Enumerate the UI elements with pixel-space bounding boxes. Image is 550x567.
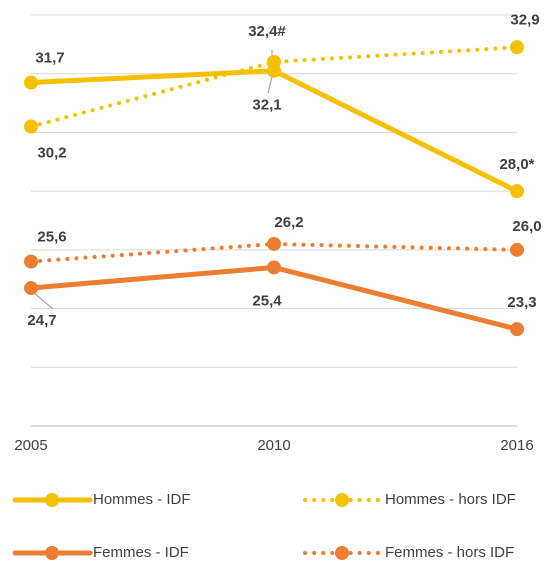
legend-label: Hommes - hors IDF bbox=[385, 491, 516, 508]
legend-label: Hommes - IDF bbox=[93, 491, 191, 508]
data-label: 32,9 bbox=[510, 11, 539, 28]
data-label: 32,1 bbox=[252, 97, 281, 114]
data-label: 30,2 bbox=[37, 145, 66, 162]
legend-item: Hommes - hors IDF bbox=[303, 491, 516, 508]
series-line bbox=[29, 45, 519, 129]
data-label: 31,7 bbox=[35, 49, 64, 66]
x-tick-label: 2010 bbox=[257, 437, 290, 454]
legend-item: Femmes - IDF bbox=[12, 544, 189, 561]
legend-label: Femmes - hors IDF bbox=[385, 544, 514, 561]
data-label: 25,6 bbox=[37, 229, 66, 246]
point bbox=[267, 236, 281, 251]
legend-marker bbox=[335, 493, 349, 507]
point bbox=[24, 281, 38, 296]
point bbox=[510, 184, 524, 199]
point bbox=[24, 119, 38, 134]
leader-line bbox=[32, 291, 54, 310]
data-label: 26,2 bbox=[274, 214, 303, 231]
point bbox=[24, 254, 38, 269]
point bbox=[510, 322, 524, 337]
leader-line bbox=[267, 76, 273, 94]
series-line bbox=[29, 241, 519, 264]
legend-item: Hommes - IDF bbox=[12, 491, 191, 508]
data-label: 28,0* bbox=[499, 156, 534, 173]
data-label: 23,3 bbox=[507, 294, 536, 311]
x-tick-label: 2005 bbox=[14, 437, 47, 454]
legend-marker bbox=[45, 493, 59, 507]
x-tick-label: 2016 bbox=[500, 437, 533, 454]
data-label: 32,4# bbox=[248, 23, 286, 40]
data-label: 24,7 bbox=[27, 312, 56, 329]
legend-marker bbox=[45, 546, 59, 560]
series-line bbox=[28, 68, 520, 194]
point bbox=[24, 75, 38, 90]
point bbox=[510, 242, 524, 257]
point bbox=[267, 54, 281, 69]
data-label: 25,4 bbox=[252, 292, 282, 309]
legend-item: Femmes - hors IDF bbox=[303, 544, 514, 561]
data-label: 26,0 bbox=[512, 218, 541, 235]
point bbox=[267, 260, 281, 275]
legend-label: Femmes - IDF bbox=[93, 544, 189, 561]
legend-marker bbox=[335, 546, 349, 560]
point bbox=[510, 40, 524, 55]
